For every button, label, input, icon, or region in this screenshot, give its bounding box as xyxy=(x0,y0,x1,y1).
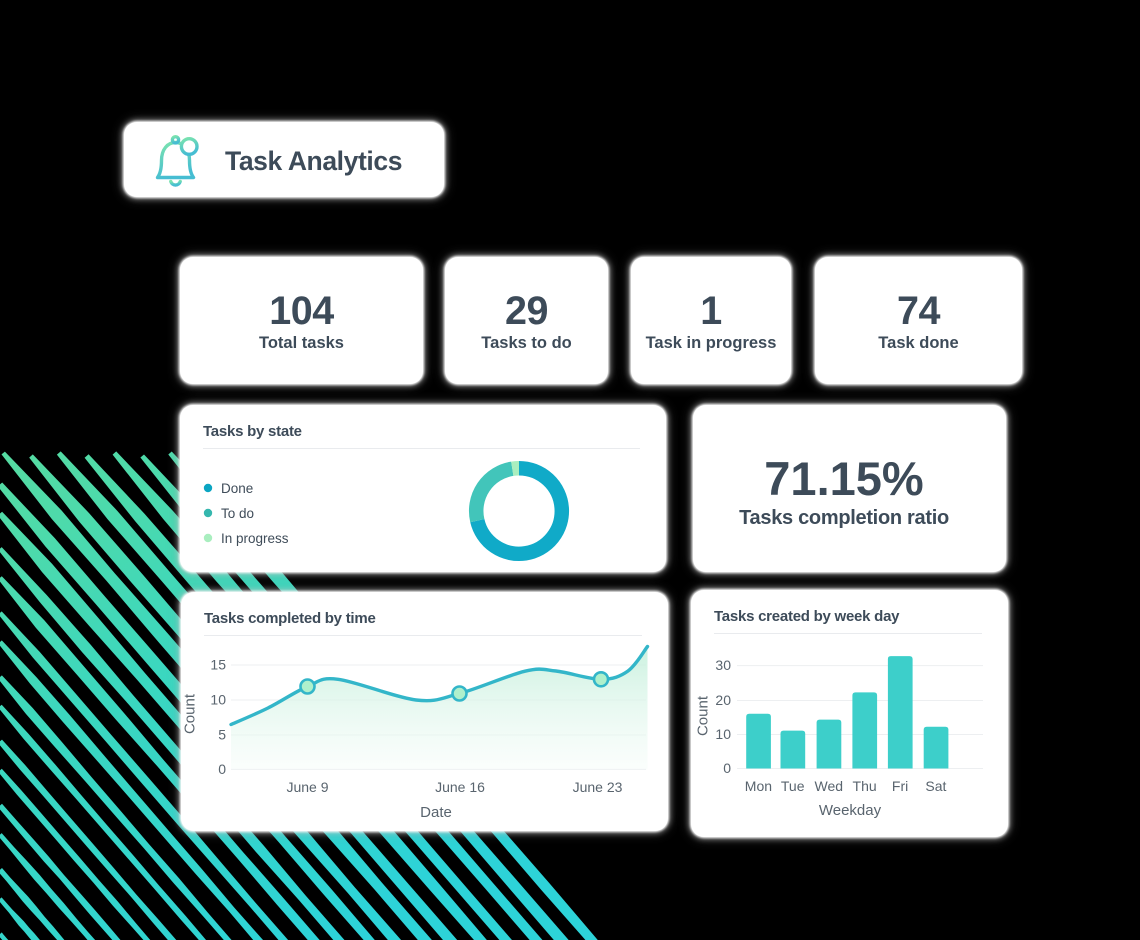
svg-text:10: 10 xyxy=(715,726,731,742)
svg-text:Tue: Tue xyxy=(781,778,805,794)
svg-text:20: 20 xyxy=(715,692,731,708)
svg-text:Weekday: Weekday xyxy=(819,802,882,819)
svg-text:June 23: June 23 xyxy=(573,779,623,795)
svg-text:To do: To do xyxy=(221,506,254,521)
svg-text:0: 0 xyxy=(723,760,731,776)
svg-text:10: 10 xyxy=(210,692,226,708)
svg-text:Sat: Sat xyxy=(925,778,946,794)
svg-text:Done: Done xyxy=(221,481,253,496)
svg-text:Date: Date xyxy=(420,804,452,821)
svg-text:Count: Count xyxy=(182,693,199,734)
svg-text:Count: Count xyxy=(694,695,711,736)
svg-text:Fri: Fri xyxy=(892,778,908,794)
svg-text:In progress: In progress xyxy=(221,531,289,546)
svg-text:Wed: Wed xyxy=(815,778,844,794)
svg-text:30: 30 xyxy=(715,657,731,673)
svg-text:Thu: Thu xyxy=(853,778,877,794)
svg-text:June 16: June 16 xyxy=(435,779,485,795)
svg-text:15: 15 xyxy=(210,657,226,673)
svg-text:June 9: June 9 xyxy=(286,779,328,795)
svg-text:5: 5 xyxy=(218,727,226,743)
svg-text:Mon: Mon xyxy=(745,778,772,794)
svg-text:0: 0 xyxy=(218,761,226,777)
